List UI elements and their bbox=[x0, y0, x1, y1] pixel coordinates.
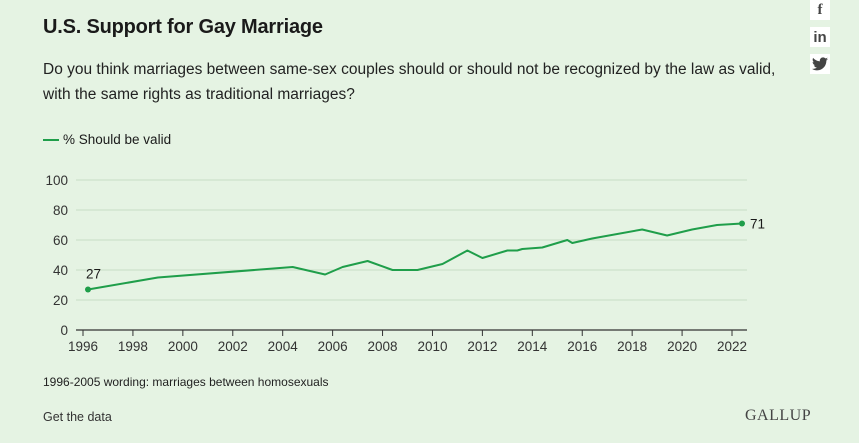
linkedin-share-button[interactable]: in bbox=[810, 27, 830, 47]
x-tick-label: 2000 bbox=[168, 339, 198, 354]
chart-svg: 0 20 40 60 80 100 1996 1998 2000 2002 2004 2006 2008… bbox=[45, 173, 765, 354]
endpoint-marker bbox=[739, 220, 745, 227]
data-label: 71 bbox=[750, 217, 765, 232]
chart-legend: % Should be valid bbox=[43, 132, 171, 147]
y-tick-label: 100 bbox=[45, 173, 68, 188]
x-tick-label: 1998 bbox=[118, 339, 148, 354]
endpoint-marker bbox=[84, 286, 91, 293]
series-line bbox=[87, 222, 743, 291]
x-tick-label: 1996 bbox=[68, 339, 98, 354]
y-tick-label: 0 bbox=[60, 323, 68, 338]
x-tick-label: 2014 bbox=[517, 339, 548, 354]
x-tick-label: 2020 bbox=[667, 339, 697, 354]
line-chart: 0 20 40 60 80 100 1996 1998 2000 2002 2004 2006 2008… bbox=[0, 165, 800, 370]
get-the-data-link[interactable]: Get the data bbox=[43, 410, 112, 424]
x-tick-label: 2008 bbox=[368, 339, 398, 354]
x-tick-label: 2004 bbox=[268, 339, 299, 354]
facebook-share-button[interactable]: f bbox=[810, 0, 830, 20]
data-label: 27 bbox=[86, 267, 101, 282]
gallup-logo: GALLUP bbox=[745, 407, 812, 424]
chart-subtitle: Do you think marriages between same-sex … bbox=[43, 61, 776, 103]
x-tick-label: 2022 bbox=[717, 339, 747, 354]
twitter-icon bbox=[812, 57, 828, 71]
social-share-bar: f in bbox=[808, 0, 832, 81]
legend-label: % Should be valid bbox=[63, 132, 172, 147]
y-tick-label: 20 bbox=[53, 293, 68, 308]
y-tick-label: 80 bbox=[53, 203, 68, 218]
facebook-icon: f bbox=[817, 1, 823, 18]
x-tick-label: 2002 bbox=[218, 339, 248, 354]
x-tick-label: 2018 bbox=[617, 339, 647, 354]
x-tick-label: 2016 bbox=[567, 339, 597, 354]
chart-title: U.S. Support for Gay Marriage bbox=[43, 16, 323, 38]
legend-swatch bbox=[43, 138, 59, 141]
x-tick-label: 2010 bbox=[417, 339, 447, 354]
x-tick-label: 2012 bbox=[467, 339, 497, 354]
y-tick-label: 60 bbox=[53, 233, 68, 248]
twitter-share-button[interactable] bbox=[810, 54, 830, 74]
x-tick-label: 2006 bbox=[318, 339, 348, 354]
linkedin-icon: in bbox=[813, 28, 827, 46]
wording-note: 1996-2005 wording: marriages between hom… bbox=[43, 375, 329, 389]
y-tick-label: 40 bbox=[53, 263, 68, 278]
